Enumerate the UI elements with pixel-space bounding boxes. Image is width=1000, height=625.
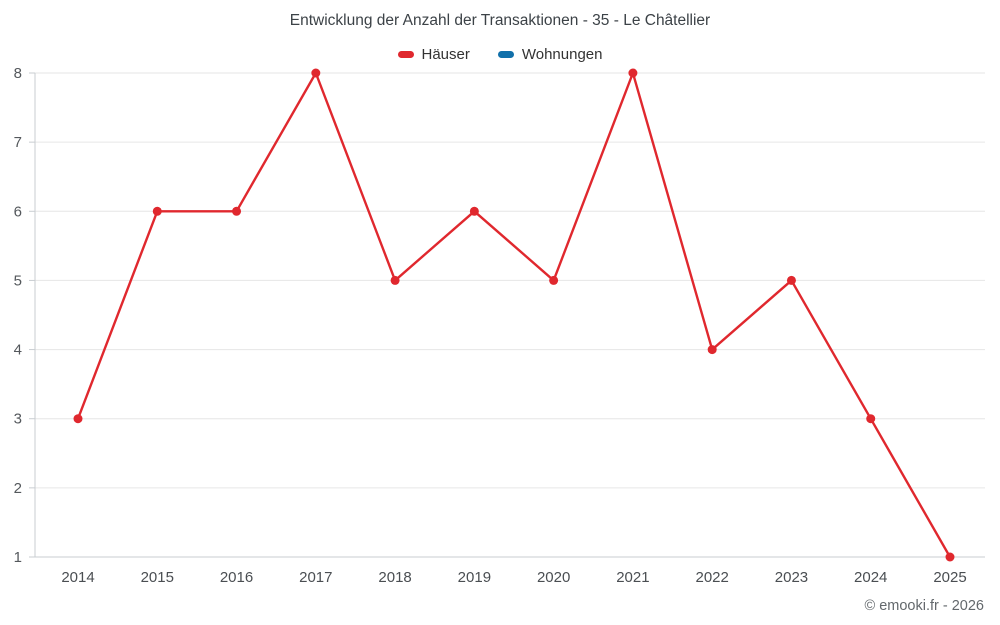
- data-point[interactable]: [866, 414, 876, 424]
- legend-label-haeuser: Häuser: [421, 46, 470, 63]
- series-line: [76, 71, 952, 559]
- y-tick-label: 8: [14, 65, 22, 82]
- x-tick-label: 2015: [141, 569, 174, 586]
- x-tick-label: 2018: [378, 569, 411, 586]
- x-tick-label: 2016: [220, 569, 253, 586]
- wohnungen-series-marker-icon: [497, 51, 514, 58]
- x-tick-label: 2022: [695, 569, 728, 586]
- chart-title: Entwicklung der Anzahl der Transaktionen…: [289, 12, 711, 29]
- legend-item-wohnungen[interactable]: Wohnungen: [497, 46, 603, 63]
- legend-item-haeuser[interactable]: Häuser: [397, 46, 470, 63]
- x-tick-label: 2014: [61, 569, 94, 586]
- x-tick-label: 2021: [616, 569, 649, 586]
- data-point[interactable]: [152, 206, 162, 216]
- y-tick-label: 1: [14, 549, 22, 566]
- x-tick-label: 2025: [933, 569, 966, 586]
- copyright-text: © emooki.fr - 2026: [864, 598, 984, 614]
- y-tick-label: 5: [14, 272, 22, 289]
- y-tick-label: 2: [14, 480, 22, 497]
- legend-label-wohnungen: Wohnungen: [521, 46, 603, 63]
- x-tick-label: 2024: [854, 569, 887, 586]
- x-tick-label: 2020: [537, 569, 570, 586]
- data-point[interactable]: [628, 68, 638, 78]
- y-tick-label: 7: [14, 134, 22, 151]
- x-tick-label: 2023: [775, 569, 808, 586]
- x-tick-label: 2017: [299, 569, 332, 586]
- data-point[interactable]: [945, 552, 955, 562]
- data-point[interactable]: [786, 275, 796, 285]
- x-tick-label: 2019: [458, 569, 491, 586]
- haeuser-series-marker-icon: [397, 51, 414, 58]
- data-point[interactable]: [549, 275, 559, 285]
- data-point[interactable]: [390, 275, 400, 285]
- data-point[interactable]: [707, 345, 717, 355]
- data-point[interactable]: [311, 68, 321, 78]
- y-tick-label: 3: [14, 411, 22, 428]
- data-point[interactable]: [73, 414, 83, 424]
- legend: Häuser Wohnungen: [0, 46, 1000, 63]
- y-tick-label: 4: [14, 342, 22, 359]
- y-tick-label: 6: [14, 203, 22, 220]
- data-point[interactable]: [469, 206, 479, 216]
- data-point[interactable]: [232, 206, 242, 216]
